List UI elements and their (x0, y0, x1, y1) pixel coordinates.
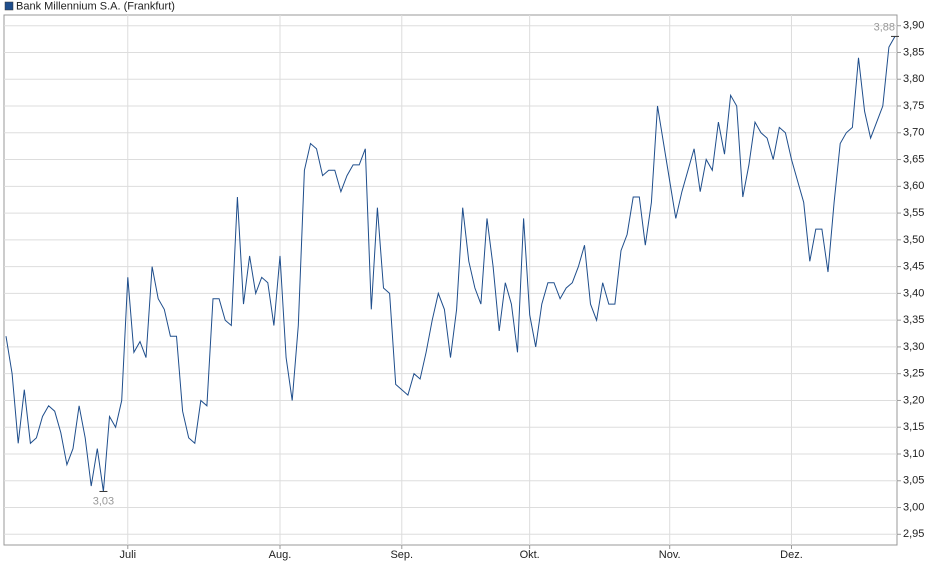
y-tick-label: 3,25 (903, 368, 924, 380)
y-tick-label: 3,35 (903, 314, 924, 326)
x-tick-label: Okt. (520, 549, 540, 561)
y-tick-label: 3,20 (903, 394, 924, 406)
y-tick-label: 3,80 (903, 73, 924, 85)
x-tick-label: Juli (120, 549, 137, 561)
legend-swatch (4, 1, 14, 11)
y-tick-label: 3,90 (903, 20, 924, 32)
y-tick-label: 2,95 (903, 528, 924, 540)
y-tick-label: 3,50 (903, 234, 924, 246)
x-tick-label: Aug. (269, 549, 292, 561)
y-tick-label: 3,05 (903, 475, 924, 487)
y-tick-label: 3,85 (903, 46, 924, 58)
legend-label: Bank Millennium S.A. (Frankfurt) (16, 0, 175, 12)
y-tick-label: 3,40 (903, 287, 924, 299)
y-tick-label: 3,10 (903, 448, 924, 460)
y-tick-label: 3,15 (903, 421, 924, 433)
annotation-label: 3,88 (874, 21, 895, 33)
x-tick-label: Dez. (780, 549, 803, 561)
y-tick-label: 3,30 (903, 341, 924, 353)
y-tick-label: 3,55 (903, 207, 924, 219)
y-tick-label: 3,45 (903, 261, 924, 273)
annotation-label: 3,03 (93, 495, 114, 507)
plot-area (3, 14, 898, 546)
y-tick-label: 3,75 (903, 100, 924, 112)
y-tick-label: 3,70 (903, 127, 924, 139)
x-tick-label: Nov. (659, 549, 681, 561)
y-tick-label: 3,00 (903, 501, 924, 513)
price-line (5, 36, 896, 492)
y-tick-label: 3,60 (903, 180, 924, 192)
y-tick-label: 3,65 (903, 153, 924, 165)
x-tick-label: Sep. (390, 549, 413, 561)
